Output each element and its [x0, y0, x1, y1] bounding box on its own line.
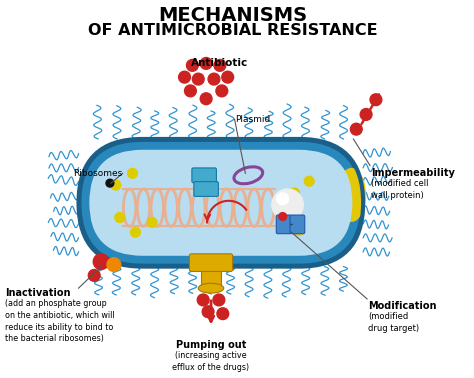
Circle shape — [88, 270, 100, 281]
Circle shape — [179, 71, 191, 83]
Circle shape — [115, 212, 125, 222]
Text: (modified
drug target): (modified drug target) — [368, 312, 419, 333]
FancyBboxPatch shape — [89, 150, 352, 256]
Text: MECHANISMS: MECHANISMS — [158, 6, 307, 25]
Text: Plasmid: Plasmid — [236, 115, 271, 124]
Circle shape — [272, 189, 303, 220]
Circle shape — [147, 217, 157, 227]
Circle shape — [217, 308, 228, 319]
Circle shape — [106, 179, 114, 187]
Text: Pumping out: Pumping out — [176, 340, 246, 350]
Circle shape — [192, 73, 204, 85]
FancyBboxPatch shape — [276, 215, 291, 234]
FancyBboxPatch shape — [192, 168, 217, 183]
Text: Antibiotic: Antibiotic — [191, 57, 248, 68]
Text: Inactivation: Inactivation — [5, 288, 71, 298]
Ellipse shape — [198, 283, 224, 293]
Circle shape — [197, 294, 209, 306]
Text: (increasing active
efflux of the drugs): (increasing active efflux of the drugs) — [173, 351, 250, 372]
Circle shape — [186, 59, 198, 71]
Circle shape — [216, 85, 228, 97]
Text: (add an phosphate group
on the antibiotic, which will
reduce its ability to bind: (add an phosphate group on the antibioti… — [5, 299, 115, 343]
Circle shape — [111, 180, 121, 190]
Circle shape — [184, 85, 196, 97]
FancyBboxPatch shape — [79, 139, 363, 266]
Circle shape — [294, 225, 304, 235]
Circle shape — [107, 258, 121, 271]
Ellipse shape — [337, 168, 366, 222]
Text: Modification: Modification — [368, 301, 437, 311]
FancyBboxPatch shape — [194, 182, 219, 197]
Text: OF ANTIMICROBIAL RESISTANCE: OF ANTIMICROBIAL RESISTANCE — [88, 23, 377, 38]
Circle shape — [277, 193, 289, 205]
Text: Ribosomes: Ribosomes — [73, 169, 123, 178]
Circle shape — [200, 93, 212, 105]
FancyBboxPatch shape — [190, 254, 233, 271]
Text: (modified cell
wall protein): (modified cell wall protein) — [371, 179, 428, 200]
Circle shape — [279, 212, 287, 220]
Circle shape — [130, 227, 140, 237]
Circle shape — [202, 306, 214, 318]
Circle shape — [213, 294, 225, 306]
Circle shape — [93, 254, 109, 270]
Circle shape — [350, 123, 362, 135]
FancyBboxPatch shape — [82, 142, 360, 263]
Circle shape — [214, 59, 226, 71]
Circle shape — [128, 169, 137, 178]
Bar — [201, 262, 221, 288]
Circle shape — [290, 188, 300, 198]
Circle shape — [360, 108, 372, 120]
FancyBboxPatch shape — [290, 215, 305, 234]
Circle shape — [222, 71, 234, 83]
Circle shape — [200, 57, 212, 69]
Circle shape — [208, 73, 220, 85]
Circle shape — [370, 94, 382, 105]
Circle shape — [304, 176, 314, 186]
Text: Impermeability: Impermeability — [371, 169, 455, 178]
